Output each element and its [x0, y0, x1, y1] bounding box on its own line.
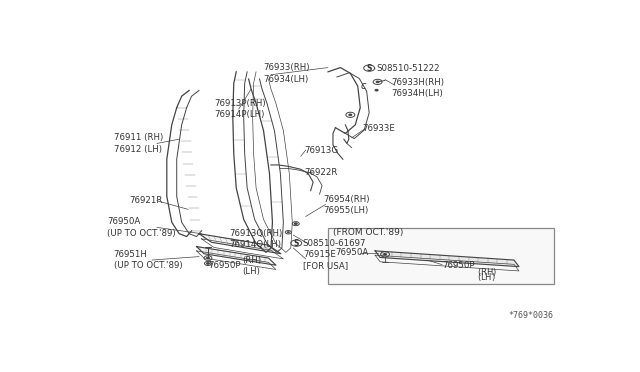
Text: (FROM OCT.'89): (FROM OCT.'89) — [333, 228, 403, 237]
Text: S08510-51222: S08510-51222 — [376, 64, 440, 73]
Circle shape — [294, 223, 297, 225]
Circle shape — [207, 257, 209, 259]
Text: 76933H(RH)
76934H(LH): 76933H(RH) 76934H(LH) — [392, 78, 445, 99]
Circle shape — [383, 253, 387, 255]
Circle shape — [376, 81, 379, 83]
Text: S: S — [294, 239, 299, 248]
Text: *769*0036: *769*0036 — [509, 311, 554, 320]
Text: $\mathsf{(RH)}$: $\mathsf{(RH)}$ — [477, 266, 497, 278]
Polygon shape — [196, 247, 276, 265]
Circle shape — [287, 232, 289, 233]
Text: 76915E
[FOR USA]: 76915E [FOR USA] — [303, 250, 348, 270]
Polygon shape — [199, 234, 281, 254]
Circle shape — [207, 263, 209, 264]
Text: 76933(RH)
76934(LH): 76933(RH) 76934(LH) — [264, 63, 310, 83]
Text: 76921R: 76921R — [129, 196, 163, 205]
Polygon shape — [375, 251, 519, 267]
Text: S08510-61697: S08510-61697 — [302, 239, 365, 248]
Text: 76911 (RH)
76912 (LH): 76911 (RH) 76912 (LH) — [114, 133, 163, 154]
Text: 76933E: 76933E — [363, 124, 396, 133]
Circle shape — [375, 89, 378, 91]
Text: 76950P: 76950P — [208, 261, 241, 270]
Text: 76954(RH)
76955(LH): 76954(RH) 76955(LH) — [323, 195, 369, 215]
Text: 76913Q(RH)
76914Q(LH): 76913Q(RH) 76914Q(LH) — [229, 229, 282, 249]
Text: 76913P(RH)
76914P(LH): 76913P(RH) 76914P(LH) — [214, 99, 266, 119]
Text: 76950P: 76950P — [442, 261, 475, 270]
Text: c: c — [360, 81, 365, 91]
Text: 76951H
(UP TO OCT.'89): 76951H (UP TO OCT.'89) — [114, 250, 182, 270]
Text: (RH)
(LH): (RH) (LH) — [243, 256, 262, 276]
Text: 76913G: 76913G — [305, 146, 339, 155]
FancyBboxPatch shape — [328, 228, 554, 284]
Circle shape — [349, 114, 352, 116]
Text: 76950A
(UP TO OCT.'89): 76950A (UP TO OCT.'89) — [108, 217, 176, 238]
Text: 76922R: 76922R — [305, 169, 338, 177]
Text: S: S — [367, 64, 372, 73]
Text: 76950A: 76950A — [335, 248, 369, 257]
Text: $\mathsf{(LH)}$: $\mathsf{(LH)}$ — [477, 271, 495, 283]
